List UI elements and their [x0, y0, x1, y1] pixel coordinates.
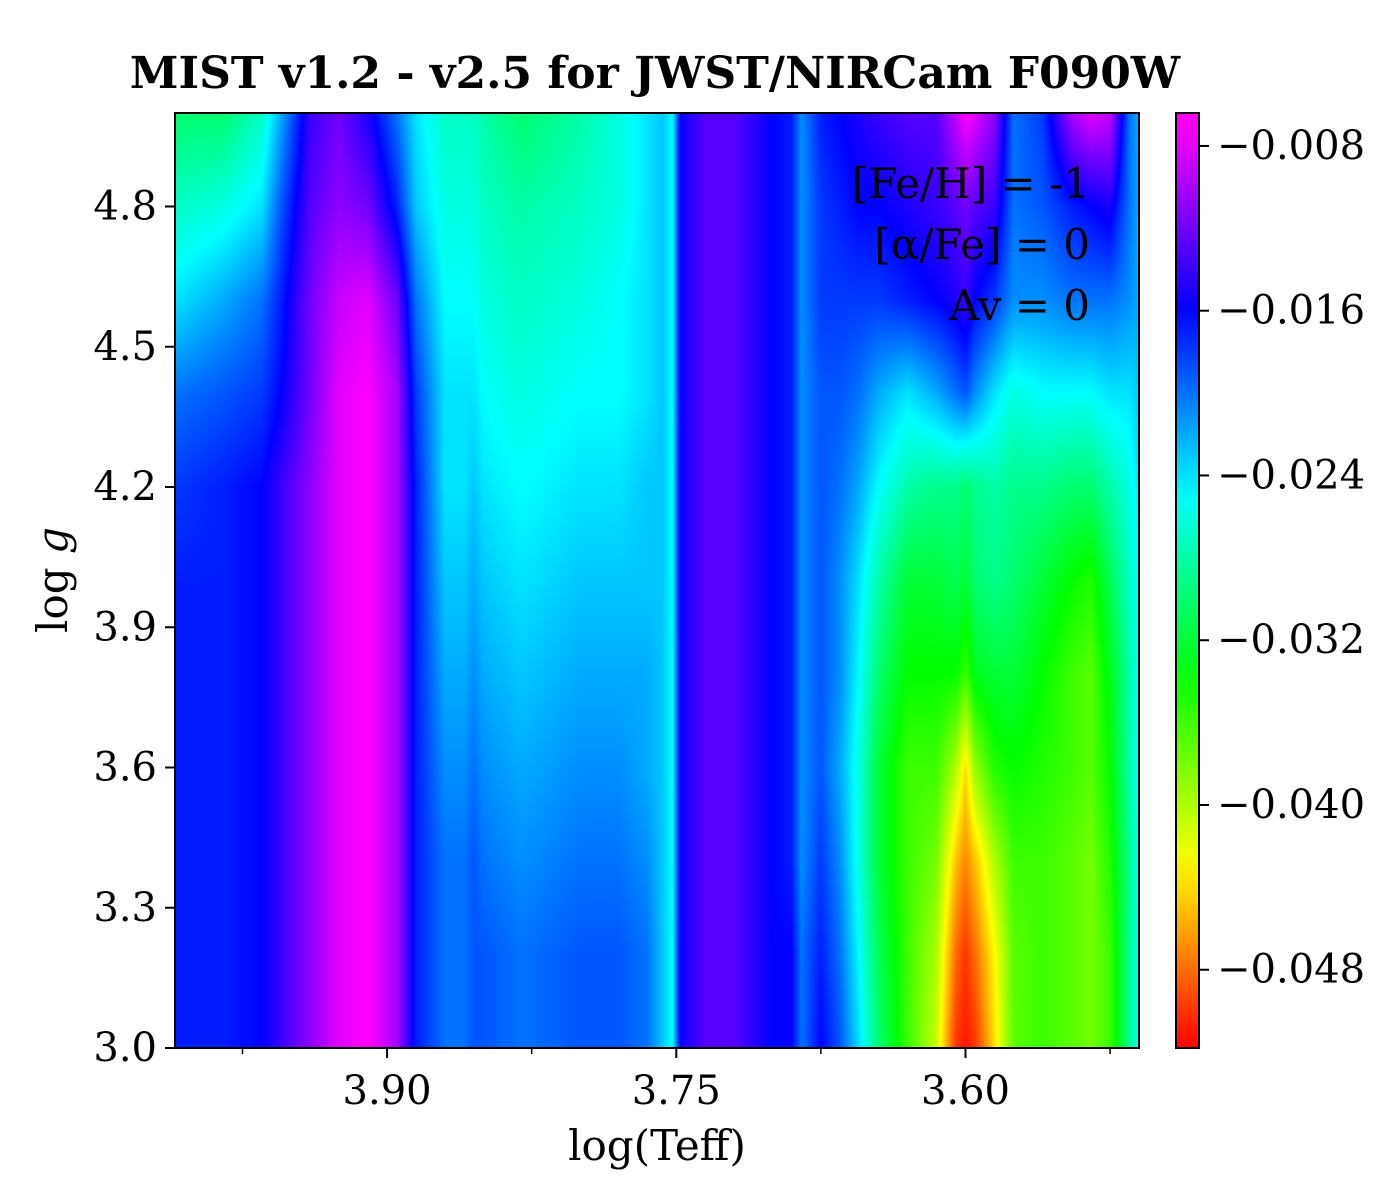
- annotation-av: Av = 0: [948, 281, 1090, 330]
- x-tick-label: 3.75: [632, 1068, 721, 1114]
- y-tick-label: 4.8: [93, 184, 157, 230]
- colorbar: −0.008 −0.016 −0.024 −0.032 −0.040 −0.048: [1175, 112, 1365, 1049]
- x-axis: 3.90 3.75 3.60: [241, 1048, 1111, 1114]
- x-tick-label: 3.90: [343, 1068, 432, 1114]
- chart-title: MIST v1.2 - v2.5 for JWST/NIRCam F090W: [130, 48, 1181, 99]
- colorbar-tick-label: −0.032: [1217, 617, 1365, 663]
- y-tick-label: 3.0: [93, 1025, 157, 1071]
- x-tick-label: 3.60: [921, 1068, 1010, 1114]
- y-tick-label: 3.3: [93, 885, 157, 931]
- annotation-feh: [Fe/H] = -1: [852, 159, 1090, 208]
- x-axis-label: log(Teff): [568, 1121, 746, 1170]
- y-tick-label: 3.9: [93, 604, 157, 650]
- annotation-alpha-fe: [α/Fe] = 0: [874, 220, 1090, 269]
- y-axis-label: log g: [28, 527, 77, 633]
- colorbar-tick-label: −0.016: [1217, 288, 1365, 334]
- colorbar-tick-label: −0.008: [1217, 123, 1365, 169]
- y-tick-label: 4.5: [93, 324, 157, 370]
- heatmap-image: [175, 113, 1139, 1048]
- colorbar-frame: [1175, 112, 1200, 1049]
- y-axis: 3.0 3.3 3.6 3.9 4.2 4.5 4.8: [93, 184, 175, 1071]
- colorbar-gradient: [1176, 113, 1199, 1048]
- plot-area: [174, 112, 1140, 1049]
- plot-frame: [174, 112, 1140, 1049]
- y-axis-label-symbol: g: [28, 527, 77, 554]
- y-axis-label-text: log: [28, 554, 77, 633]
- y-tick-label: 4.2: [93, 464, 157, 510]
- colorbar-tick-label: −0.040: [1217, 782, 1365, 828]
- colorbar-ticks: −0.008 −0.016 −0.024 −0.032 −0.040 −0.048: [1199, 123, 1365, 993]
- colorbar-tick-label: −0.048: [1217, 947, 1365, 993]
- annotation-block: [Fe/H] = -1 [α/Fe] = 0 Av = 0: [852, 159, 1090, 330]
- y-tick-label: 3.6: [93, 745, 157, 791]
- colorbar-tick-label: −0.024: [1217, 452, 1365, 498]
